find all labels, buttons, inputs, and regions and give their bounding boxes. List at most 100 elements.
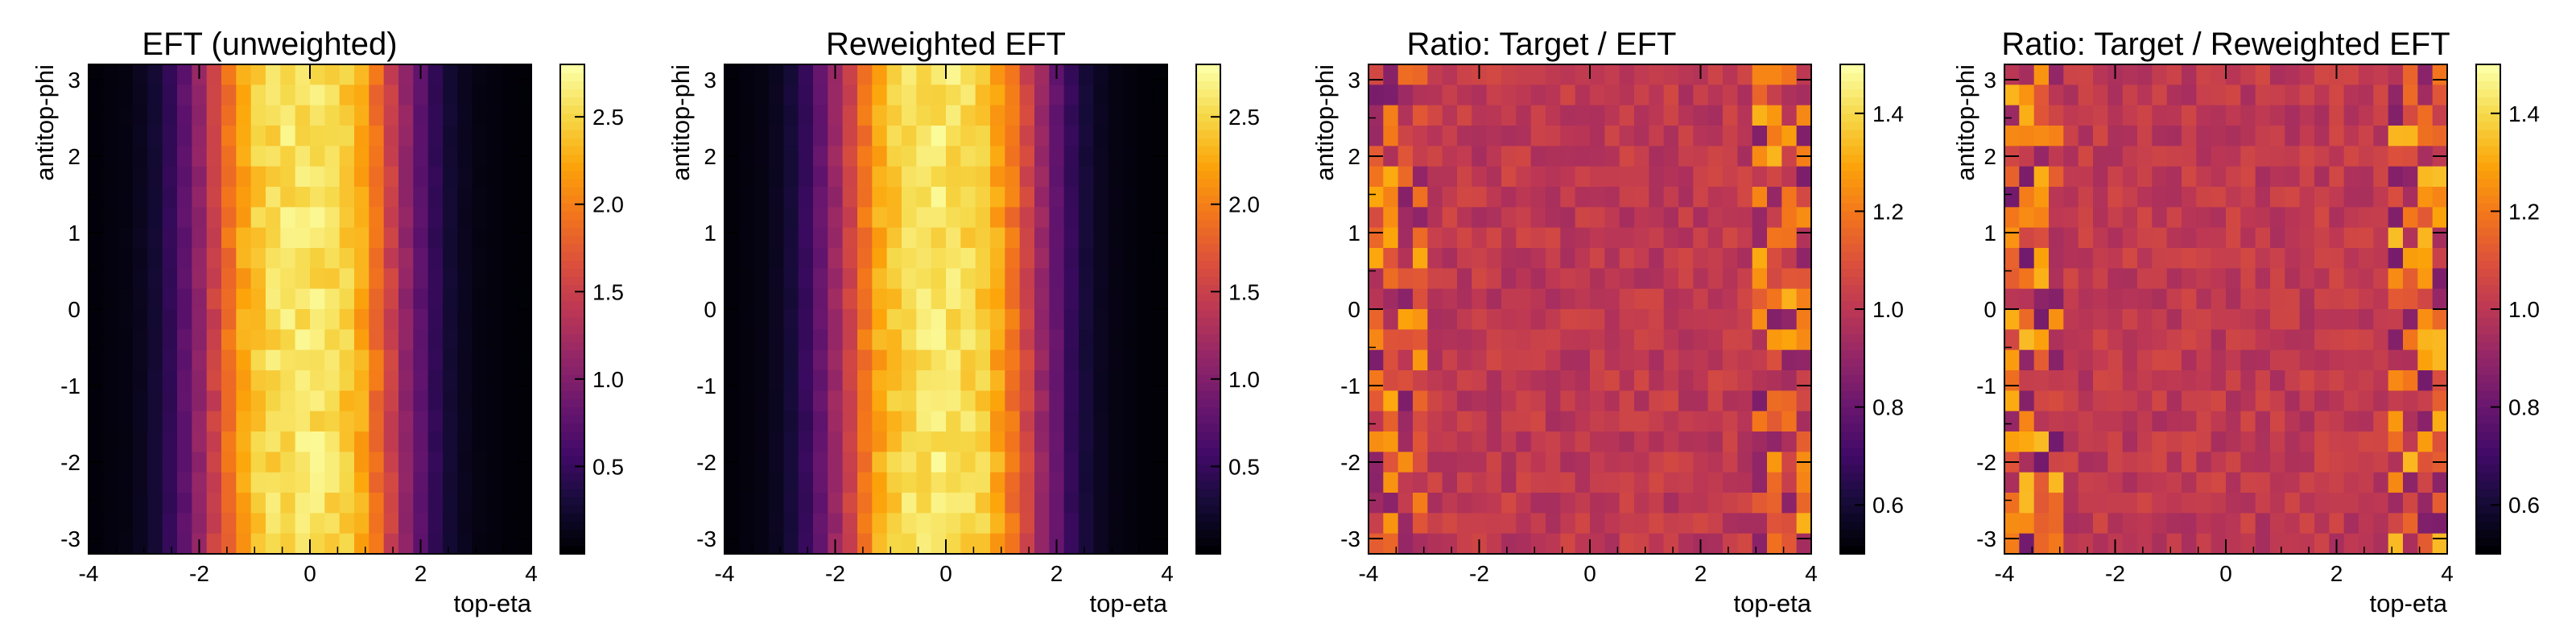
heatmap-cell bbox=[147, 472, 163, 493]
heatmap-cell bbox=[1663, 309, 1679, 330]
heatmap-cell bbox=[1152, 533, 1168, 555]
heatmap-cell bbox=[931, 126, 947, 147]
heatmap-cell bbox=[177, 64, 192, 85]
heatmap-cell bbox=[1137, 187, 1154, 208]
heatmap-cell bbox=[1501, 452, 1517, 473]
colorbar-step bbox=[1196, 382, 1220, 391]
heatmap-cell bbox=[487, 513, 502, 535]
heatmap-cell bbox=[398, 370, 414, 391]
y-tick-label: 2 bbox=[1984, 144, 1996, 169]
heatmap-cell bbox=[133, 187, 148, 208]
heatmap-cell bbox=[1723, 349, 1738, 371]
heatmap-cell bbox=[427, 493, 444, 514]
heatmap-cell bbox=[2343, 349, 2359, 371]
heatmap-cell bbox=[266, 349, 281, 371]
heatmap-cell bbox=[192, 85, 208, 106]
heatmap-cell bbox=[206, 452, 222, 473]
heatmap-cell bbox=[2285, 64, 2301, 85]
heatmap-cell bbox=[516, 268, 532, 290]
heatmap-cell bbox=[902, 513, 917, 535]
heatmap-cell bbox=[2182, 227, 2197, 249]
colorbar-step bbox=[1840, 537, 1864, 547]
colorbar-step bbox=[1196, 537, 1220, 547]
heatmap-cell bbox=[842, 146, 858, 167]
heatmap-cell bbox=[133, 207, 148, 229]
heatmap-cell bbox=[1457, 513, 1472, 535]
heatmap-cell bbox=[192, 126, 208, 147]
heatmap-cell bbox=[266, 187, 281, 208]
colorbar-step bbox=[1196, 529, 1220, 539]
heatmap-cell bbox=[1575, 452, 1591, 473]
heatmap-cell bbox=[1649, 268, 1665, 290]
heatmap-cell bbox=[147, 513, 163, 535]
heatmap-cell bbox=[2226, 105, 2241, 126]
heatmap-cell bbox=[1152, 390, 1168, 412]
heatmap-cell bbox=[902, 105, 917, 126]
heatmap-cell bbox=[769, 533, 784, 555]
heatmap-cell bbox=[354, 248, 369, 269]
heatmap-cell bbox=[2078, 390, 2094, 412]
heatmap-cell bbox=[2299, 187, 2315, 208]
heatmap-cell bbox=[2359, 207, 2374, 229]
heatmap-cell bbox=[2078, 329, 2094, 351]
heatmap-cell bbox=[842, 309, 858, 330]
heatmap-cell bbox=[324, 411, 341, 432]
heatmap-cell bbox=[1368, 370, 1384, 391]
heatmap-cell bbox=[1368, 248, 1384, 269]
heatmap-cell bbox=[266, 390, 281, 412]
colorbar-step bbox=[1840, 195, 1864, 204]
heatmap-cell bbox=[2403, 513, 2418, 535]
heatmap-cell bbox=[398, 64, 414, 85]
heatmap-cell bbox=[280, 248, 296, 269]
heatmap-cell bbox=[886, 105, 902, 126]
heatmap-cell bbox=[2093, 309, 2108, 330]
heatmap-cell bbox=[1368, 166, 1384, 188]
heatmap-cell bbox=[1663, 431, 1679, 452]
heatmap-cell bbox=[221, 472, 237, 493]
heatmap-cell bbox=[1590, 533, 1605, 555]
heatmap-cell bbox=[1093, 85, 1109, 106]
heatmap-cell bbox=[1678, 146, 1694, 167]
heatmap-cell bbox=[2033, 411, 2050, 432]
heatmap-cell bbox=[502, 105, 518, 126]
heatmap-cell bbox=[295, 187, 311, 208]
heatmap-cell bbox=[2063, 227, 2079, 249]
heatmap-cell bbox=[2255, 370, 2271, 391]
heatmap-cell bbox=[2093, 207, 2108, 229]
heatmap-cell bbox=[192, 411, 208, 432]
heatmap-cell bbox=[1678, 390, 1694, 412]
heatmap-cell bbox=[1723, 370, 1738, 391]
heatmap-cell bbox=[206, 268, 222, 290]
heatmap-cell bbox=[398, 248, 414, 269]
heatmap-cell bbox=[266, 452, 281, 473]
heatmap-cell bbox=[413, 493, 429, 514]
heatmap-cell bbox=[133, 166, 148, 188]
heatmap-cell bbox=[1767, 370, 1782, 391]
heatmap-cell bbox=[2359, 126, 2374, 147]
heatmap-cell bbox=[1034, 166, 1050, 188]
heatmap-cell bbox=[103, 288, 119, 310]
heatmap-cell bbox=[1123, 207, 1138, 229]
heatmap-cell bbox=[427, 349, 444, 371]
heatmap-cell bbox=[487, 166, 502, 188]
heatmap-cell bbox=[2343, 493, 2359, 514]
heatmap-cell bbox=[1678, 472, 1694, 493]
heatmap-cell bbox=[2255, 533, 2271, 555]
heatmap-cell bbox=[236, 268, 252, 290]
heatmap-cell bbox=[1034, 126, 1050, 147]
colorbar-step bbox=[1196, 309, 1220, 318]
heatmap-cell bbox=[2049, 493, 2064, 514]
colorbar-tick-label: 2.0 bbox=[592, 192, 624, 217]
heatmap-cell bbox=[828, 126, 844, 147]
x-axis-label: top-eta bbox=[1089, 589, 1167, 617]
heatmap-cell bbox=[1796, 248, 1812, 269]
heatmap-cell bbox=[472, 411, 488, 432]
heatmap-cell bbox=[2137, 146, 2153, 167]
heatmap-cell bbox=[324, 146, 341, 167]
colorbar-step bbox=[1840, 219, 1864, 229]
heatmap-cell bbox=[1472, 370, 1488, 391]
colorbar-step bbox=[1196, 374, 1220, 383]
heatmap-cell bbox=[2004, 64, 2020, 85]
heatmap-cell bbox=[1397, 370, 1414, 391]
colorbar-frame bbox=[1195, 64, 1221, 555]
